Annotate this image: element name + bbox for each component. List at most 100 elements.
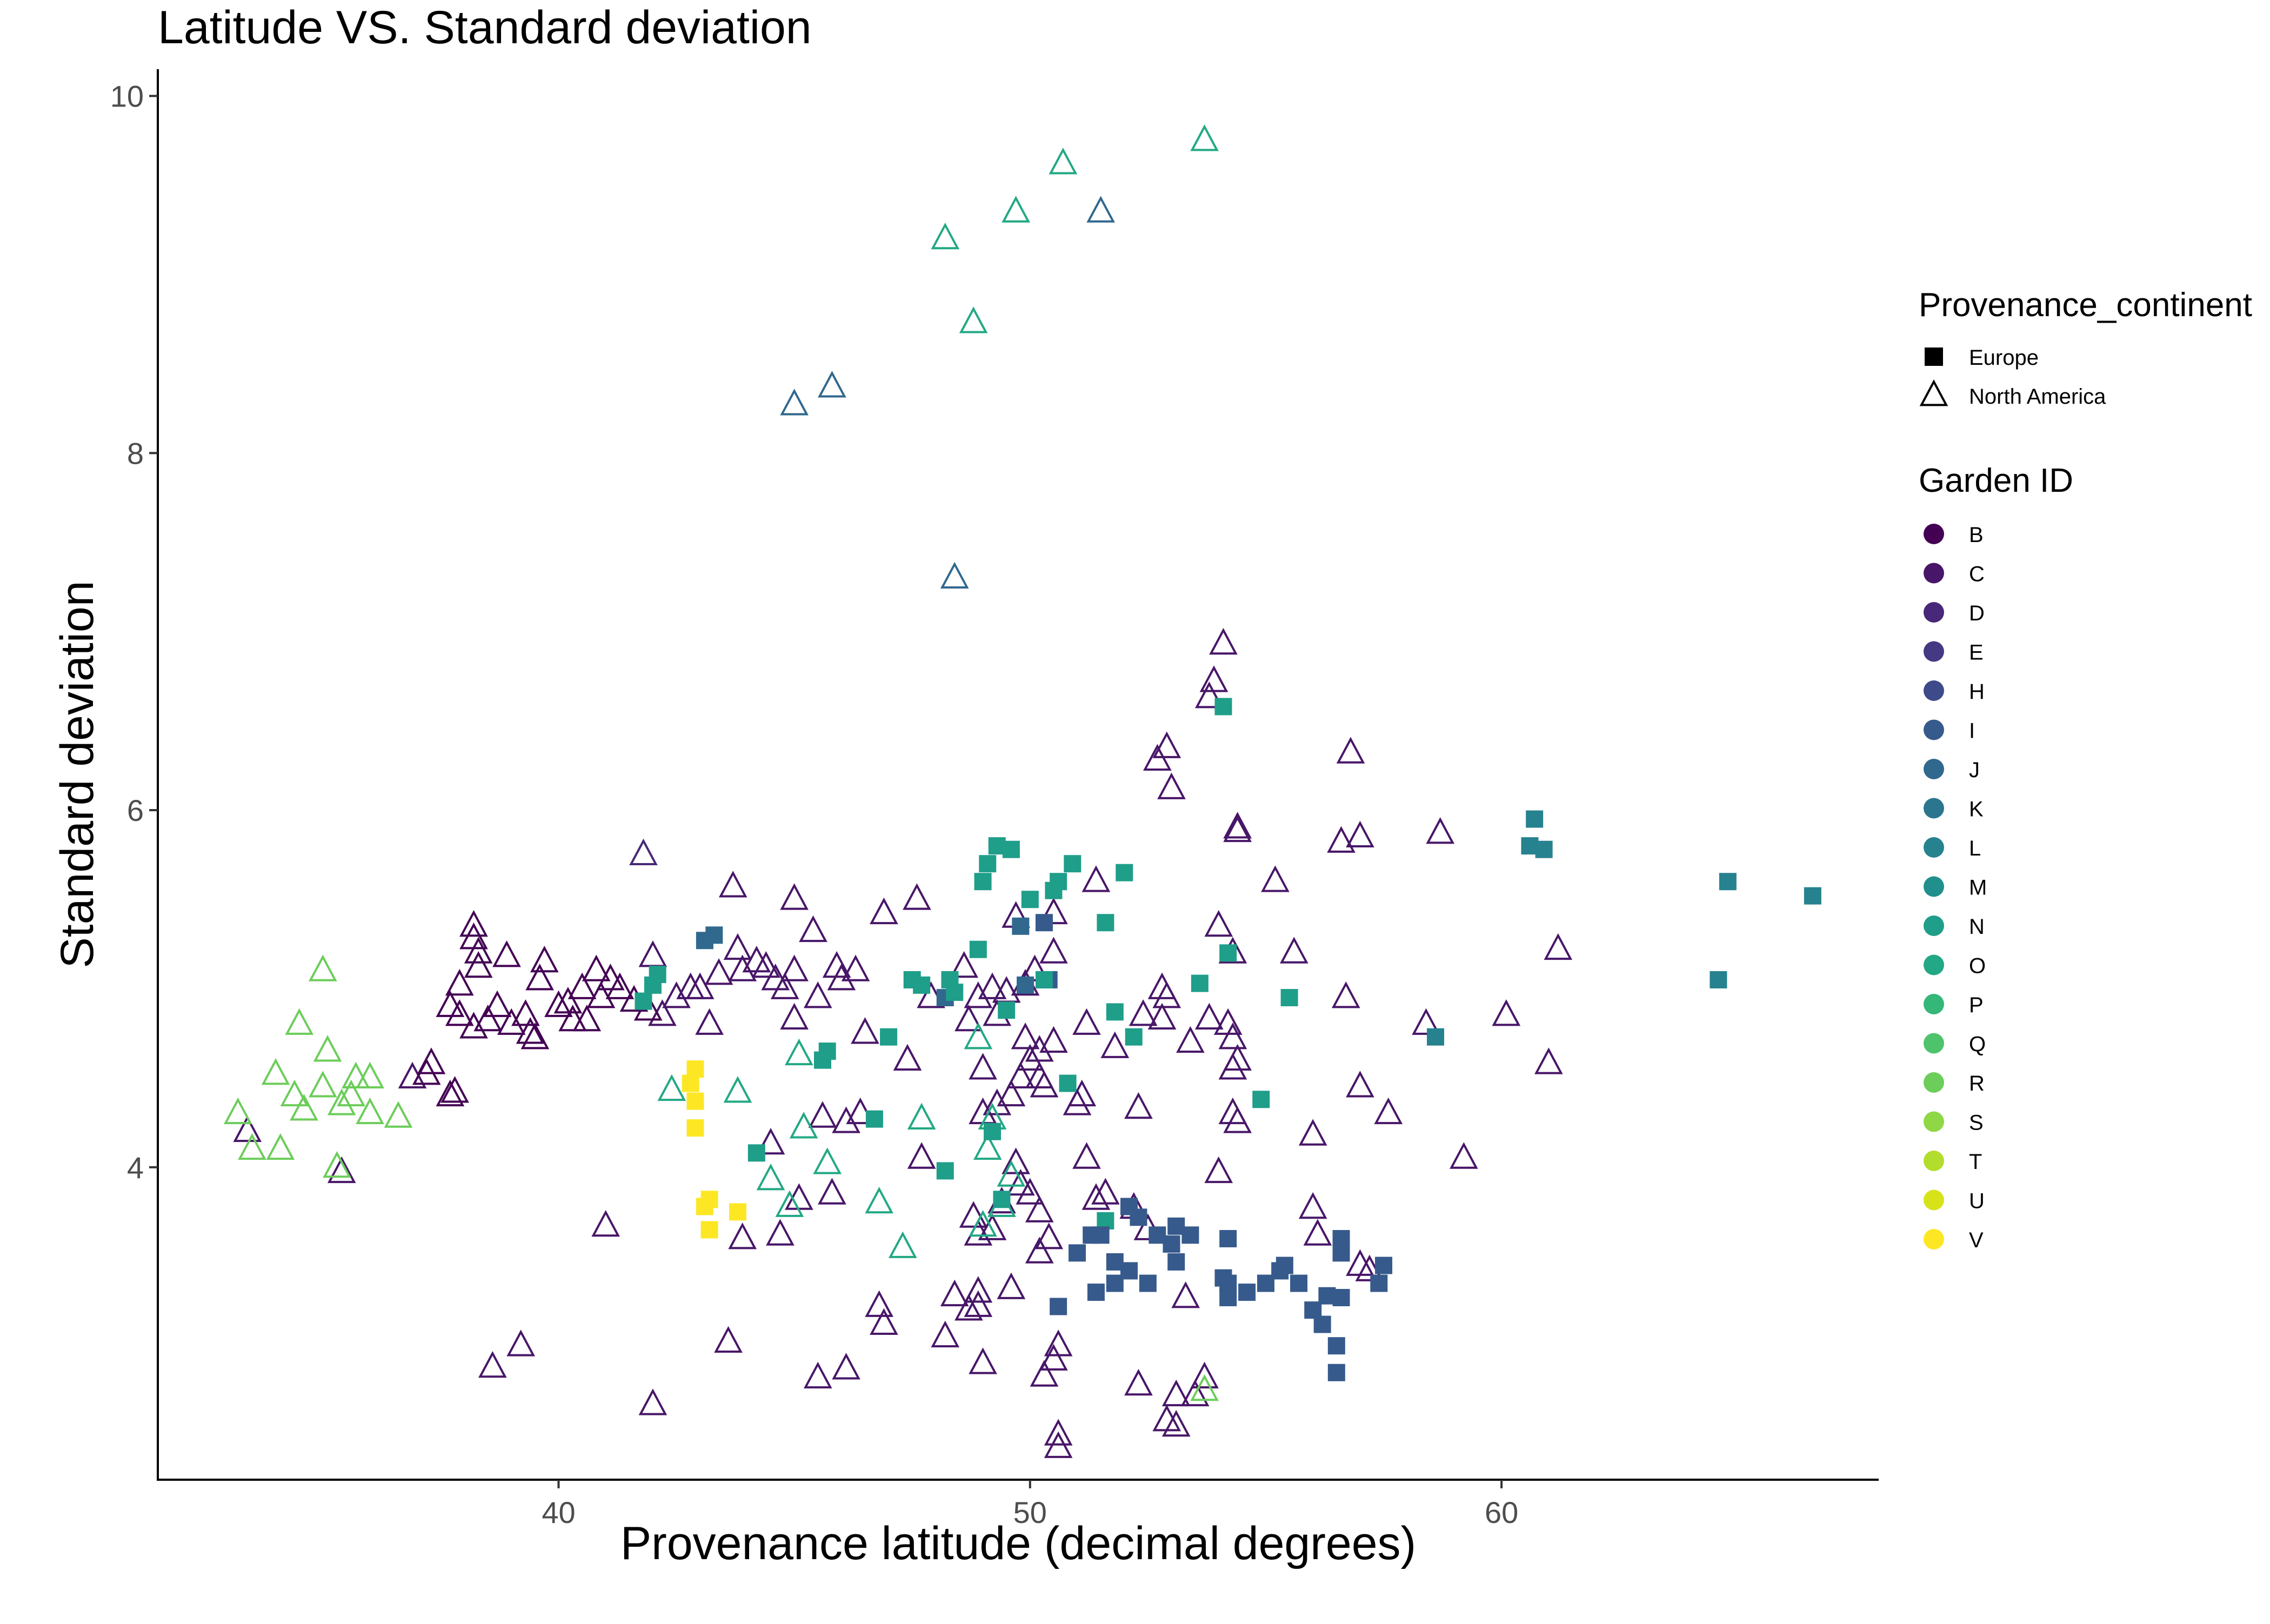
y-axis-label: Standard deviation <box>51 580 103 968</box>
data-point-triangle <box>530 945 559 973</box>
data-point-triangle <box>261 1058 290 1085</box>
data-point-triangle <box>238 1133 266 1160</box>
legend-color-dot <box>1924 1111 1944 1132</box>
data-point-square <box>1106 1003 1124 1021</box>
data-point-triangle <box>1152 981 1181 1008</box>
data-point-triangle <box>266 1133 295 1160</box>
legend-label: R <box>1969 1072 1985 1095</box>
data-point-triangle <box>973 1133 1002 1160</box>
legend-label: V <box>1969 1228 1984 1252</box>
data-point-triangle <box>1157 772 1186 799</box>
axes: 40 50 60 4 6 8 10 <box>110 69 1879 1529</box>
data-points <box>223 124 1821 1458</box>
data-point-triangle <box>327 1088 356 1115</box>
data-point-triangle <box>1194 1003 1224 1030</box>
data-point-triangle <box>1223 812 1252 839</box>
data-point-triangle <box>780 954 809 981</box>
x-tick-label: 60 <box>1485 1495 1518 1529</box>
data-point-square <box>635 992 652 1010</box>
data-point-triangle <box>1020 954 1049 981</box>
x-tick-label: 40 <box>542 1495 575 1529</box>
legend-label: T <box>1969 1150 1982 1174</box>
data-point-triangle <box>1544 933 1573 960</box>
data-point-triangle <box>827 964 856 991</box>
data-point-triangle <box>728 1222 757 1249</box>
legend-label: C <box>1969 563 1985 586</box>
data-point-triangle <box>473 1005 502 1032</box>
data-point-square <box>1017 976 1034 994</box>
data-point-square <box>1804 887 1821 905</box>
legend-label: U <box>1969 1189 1985 1213</box>
data-point-square <box>1238 1284 1256 1301</box>
data-point-triangle <box>1025 1195 1054 1222</box>
data-point-square <box>1313 1315 1331 1333</box>
data-point-triangle <box>1129 999 1158 1026</box>
data-point-triangle <box>766 1219 794 1246</box>
data-point-square <box>747 1144 765 1162</box>
data-point-square <box>813 1051 831 1069</box>
data-point-triangle <box>223 1097 252 1125</box>
data-point-triangle <box>954 1294 983 1321</box>
legend-label: North America <box>1969 385 2106 409</box>
data-point-triangle <box>1081 865 1111 892</box>
legend-label: E <box>1969 641 1984 665</box>
legend-label: M <box>1969 876 1987 900</box>
data-point-triangle <box>865 1290 893 1317</box>
legend-color-dot <box>1924 1072 1944 1093</box>
data-point-triangle <box>1298 1192 1327 1219</box>
data-point-triangle <box>818 1178 846 1205</box>
data-point-triangle <box>969 1347 997 1374</box>
data-point-triangle <box>1081 1183 1111 1210</box>
data-point-triangle <box>978 972 1007 999</box>
legend-color-dot <box>1924 876 1944 897</box>
data-point-triangle <box>1161 1379 1191 1407</box>
legend-label: H <box>1969 680 1985 704</box>
data-point-triangle <box>1067 1079 1097 1107</box>
data-point-triangle <box>1100 1031 1130 1058</box>
data-point-triangle <box>638 1388 667 1415</box>
data-point-triangle <box>1223 1106 1252 1133</box>
data-point-triangle <box>1039 897 1068 925</box>
data-point-triangle <box>445 968 474 996</box>
data-point-triangle <box>865 1186 893 1214</box>
data-point-square <box>1130 1208 1147 1226</box>
data-point-square <box>649 966 666 984</box>
data-point-triangle <box>1044 1419 1073 1446</box>
data-point-square <box>984 1122 1002 1140</box>
legend-color-dot <box>1924 1229 1944 1249</box>
data-point-square <box>993 1191 1011 1208</box>
data-point-triangle <box>785 1183 813 1210</box>
data-point-triangle <box>964 1290 993 1317</box>
data-point-triangle <box>516 1017 545 1044</box>
data-point-square <box>1280 988 1298 1006</box>
legend-color-dot <box>1924 680 1944 701</box>
series-europe <box>635 698 1821 1381</box>
data-point-square <box>686 1119 704 1137</box>
data-point-triangle <box>1044 1431 1073 1458</box>
legend-label: S <box>1969 1111 1984 1135</box>
data-point-square <box>1252 1091 1270 1108</box>
legend-title: Garden ID <box>1919 462 2073 499</box>
data-point-triangle <box>723 933 752 960</box>
legend-triangle-icon <box>1919 379 1948 406</box>
data-point-triangle <box>1025 1035 1054 1062</box>
data-point-triangle <box>629 838 658 866</box>
data-point-triangle <box>459 910 488 937</box>
data-point-triangle <box>1261 865 1290 892</box>
data-point-triangle <box>1039 1344 1068 1371</box>
data-point-triangle <box>558 1005 587 1032</box>
data-point-triangle <box>870 897 898 925</box>
data-point-square <box>1219 1289 1237 1307</box>
data-point-triangle <box>803 981 832 1008</box>
data-point-square <box>1139 1274 1157 1292</box>
data-point-triangle <box>1034 1222 1064 1249</box>
data-point-square <box>1083 1226 1100 1244</box>
data-point-square <box>1427 1028 1445 1046</box>
legend-color-dot <box>1924 915 1944 936</box>
data-point-triangle <box>525 964 554 991</box>
data-point-square <box>946 984 964 1001</box>
data-point-square <box>1021 891 1039 908</box>
data-point-triangle <box>1223 1044 1252 1071</box>
data-point-triangle <box>907 1102 936 1130</box>
data-point-triangle <box>1016 1044 1045 1071</box>
